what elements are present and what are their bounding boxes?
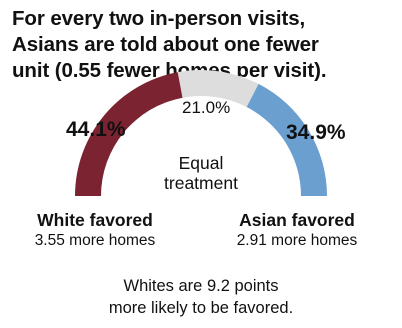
title-line-3: unit (0.55 fewer homes per visit).	[12, 59, 327, 82]
white-favored-label: White favored	[37, 210, 153, 230]
equal-treatment-label: Equal treatment	[151, 153, 251, 193]
white-favored-legend: White favored 3.55 more homes	[20, 210, 170, 250]
equal-label-line-1: Equal	[178, 153, 224, 173]
asian-favored-label: Asian favored	[239, 210, 355, 230]
title-line-2: Asians are told about one fewer	[12, 33, 319, 56]
footnote: Whites are 9.2 points more likely to be …	[0, 275, 402, 319]
asian-favored-percent: 34.9%	[286, 121, 346, 144]
equal-label-line-2: treatment	[164, 173, 238, 193]
equal-treatment-segment	[177, 70, 259, 108]
title-line-1: For every two in-person visits,	[12, 7, 306, 30]
white-favored-segment	[75, 72, 183, 196]
equal-treatment-percent: 21.0%	[182, 98, 231, 117]
footnote-line-1: Whites are 9.2 points	[123, 277, 279, 295]
white-favored-sublabel: 3.55 more homes	[34, 232, 156, 249]
chart-title: For every two in-person visits, Asians a…	[12, 6, 397, 84]
white-favored-percent: 44.1%	[66, 118, 126, 141]
asian-favored-legend: Asian favored 2.91 more homes	[222, 210, 372, 250]
asian-favored-segment	[246, 83, 327, 196]
asian-favored-sublabel: 2.91 more homes	[236, 232, 358, 249]
footnote-line-2: more likely to be favored.	[108, 299, 294, 317]
